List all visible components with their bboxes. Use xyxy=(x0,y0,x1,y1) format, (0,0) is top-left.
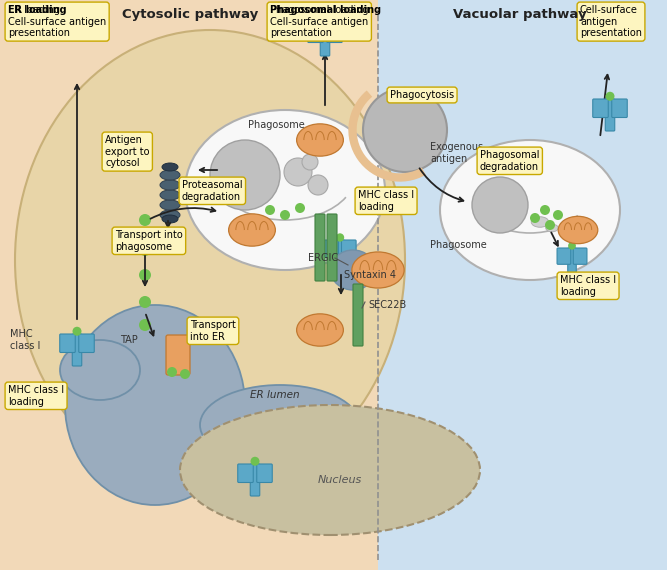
FancyBboxPatch shape xyxy=(257,464,272,482)
Text: SEC22B: SEC22B xyxy=(368,300,406,310)
Circle shape xyxy=(606,92,614,101)
Ellipse shape xyxy=(160,210,180,220)
FancyBboxPatch shape xyxy=(557,248,571,264)
Text: MHC class I
loading: MHC class I loading xyxy=(358,190,414,211)
FancyBboxPatch shape xyxy=(605,99,615,131)
Text: ER lumen: ER lumen xyxy=(250,390,299,400)
Circle shape xyxy=(139,319,151,331)
Text: TAP: TAP xyxy=(120,335,138,345)
Ellipse shape xyxy=(185,110,385,270)
FancyBboxPatch shape xyxy=(250,464,259,496)
FancyBboxPatch shape xyxy=(320,24,329,56)
Ellipse shape xyxy=(162,163,178,171)
Text: ER loading: ER loading xyxy=(8,5,67,15)
Circle shape xyxy=(139,244,151,256)
Circle shape xyxy=(540,205,550,215)
Circle shape xyxy=(363,88,447,172)
Circle shape xyxy=(139,296,151,308)
Text: MHC
class I: MHC class I xyxy=(10,329,41,351)
FancyBboxPatch shape xyxy=(60,334,75,352)
FancyBboxPatch shape xyxy=(353,284,363,346)
Ellipse shape xyxy=(229,214,275,246)
Bar xyxy=(0,0,378,570)
Circle shape xyxy=(255,215,265,225)
Ellipse shape xyxy=(160,170,180,180)
Circle shape xyxy=(472,177,528,233)
FancyBboxPatch shape xyxy=(307,24,323,43)
Text: Phagosomal loading: Phagosomal loading xyxy=(270,5,381,15)
FancyBboxPatch shape xyxy=(327,24,342,43)
Text: Transport
into ER: Transport into ER xyxy=(190,320,236,341)
Text: Phagosome: Phagosome xyxy=(430,240,487,250)
FancyBboxPatch shape xyxy=(568,248,576,276)
FancyBboxPatch shape xyxy=(79,334,94,352)
Ellipse shape xyxy=(558,217,598,244)
Circle shape xyxy=(553,210,563,220)
Text: MHC class I
loading: MHC class I loading xyxy=(560,275,616,296)
Ellipse shape xyxy=(180,405,480,535)
Ellipse shape xyxy=(546,224,558,232)
Circle shape xyxy=(336,233,344,242)
Ellipse shape xyxy=(331,250,376,290)
Ellipse shape xyxy=(297,124,344,156)
Text: Phagocytosis: Phagocytosis xyxy=(390,90,454,100)
Ellipse shape xyxy=(160,180,180,190)
Circle shape xyxy=(210,140,280,210)
Text: Syntaxin 4: Syntaxin 4 xyxy=(344,270,396,280)
Circle shape xyxy=(139,269,151,281)
Text: Antigen
export to
cytosol: Antigen export to cytosol xyxy=(105,135,149,168)
Text: MHC class I
loading: MHC class I loading xyxy=(8,385,64,406)
Ellipse shape xyxy=(531,217,549,227)
FancyBboxPatch shape xyxy=(593,99,608,117)
Text: Proteasomal
degradation: Proteasomal degradation xyxy=(182,180,243,202)
Bar xyxy=(378,0,667,570)
Circle shape xyxy=(321,17,329,26)
Text: Nucleus: Nucleus xyxy=(318,475,362,485)
Circle shape xyxy=(295,203,305,213)
Text: Cytosolic pathway: Cytosolic pathway xyxy=(122,8,258,21)
Circle shape xyxy=(180,369,190,379)
Text: Cell-surface
antigen
presentation: Cell-surface antigen presentation xyxy=(580,5,642,38)
Text: Transport into
phagosome: Transport into phagosome xyxy=(115,230,183,251)
Ellipse shape xyxy=(200,385,360,465)
FancyBboxPatch shape xyxy=(612,99,627,117)
FancyBboxPatch shape xyxy=(324,240,338,258)
Circle shape xyxy=(139,214,151,226)
FancyBboxPatch shape xyxy=(336,240,344,270)
FancyBboxPatch shape xyxy=(237,464,253,482)
Circle shape xyxy=(545,220,555,230)
FancyBboxPatch shape xyxy=(573,248,587,264)
Circle shape xyxy=(530,213,540,223)
Circle shape xyxy=(265,205,275,215)
Circle shape xyxy=(73,327,81,336)
Ellipse shape xyxy=(297,314,344,346)
Text: Phagosomal loading
Cell-surface antigen
presentation: Phagosomal loading Cell-surface antigen … xyxy=(270,5,368,38)
Circle shape xyxy=(308,175,328,195)
FancyBboxPatch shape xyxy=(72,334,82,366)
Circle shape xyxy=(302,154,318,170)
Ellipse shape xyxy=(440,140,620,280)
FancyBboxPatch shape xyxy=(315,214,325,281)
Text: Phagosome: Phagosome xyxy=(248,120,305,130)
Circle shape xyxy=(284,158,312,186)
Ellipse shape xyxy=(352,252,404,288)
Circle shape xyxy=(167,367,177,377)
Circle shape xyxy=(251,457,259,466)
Ellipse shape xyxy=(160,190,180,200)
Text: Phagosomal
degradation: Phagosomal degradation xyxy=(480,150,540,172)
Ellipse shape xyxy=(15,30,405,490)
FancyBboxPatch shape xyxy=(342,240,356,258)
Ellipse shape xyxy=(60,340,140,400)
Circle shape xyxy=(568,242,576,250)
FancyBboxPatch shape xyxy=(166,335,190,375)
Text: ERGIC: ERGIC xyxy=(308,253,338,263)
Ellipse shape xyxy=(160,200,180,210)
Ellipse shape xyxy=(65,305,245,505)
Text: ER loading
Cell-surface antigen
presentation: ER loading Cell-surface antigen presenta… xyxy=(8,5,106,38)
FancyBboxPatch shape xyxy=(327,214,337,281)
Circle shape xyxy=(280,210,290,220)
Ellipse shape xyxy=(162,215,178,223)
Text: Exogenous
antigen: Exogenous antigen xyxy=(430,142,483,164)
Text: Vacuolar pathway: Vacuolar pathway xyxy=(453,8,587,21)
